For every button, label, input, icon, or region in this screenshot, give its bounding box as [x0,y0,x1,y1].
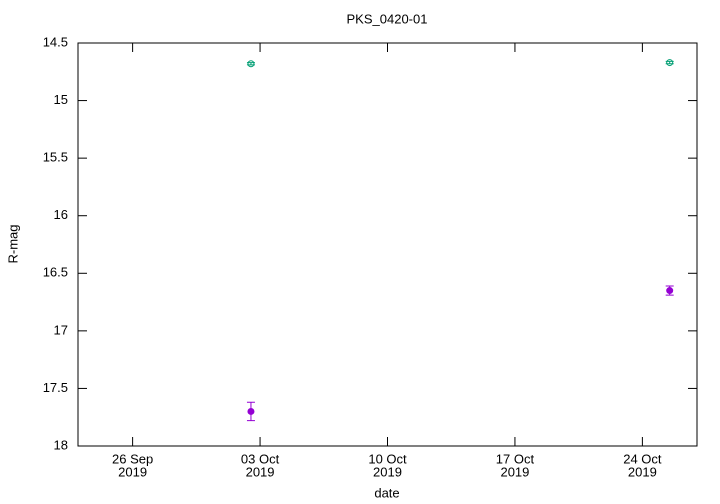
y-tick-label: 17.5 [43,380,68,395]
x-tick-label: 10 Oct [368,451,407,466]
y-tick-label: 18 [54,437,68,452]
y-tick-label: 15.5 [43,150,68,165]
x-tick-label: 17 Oct [496,451,535,466]
x-tick-label: 2019 [628,464,657,479]
y-tick-label: 17 [54,322,68,337]
data-point [247,407,255,415]
x-tick-label: 03 Oct [241,451,280,466]
y-tick-label: 15 [54,92,68,107]
x-tick-label: 2019 [500,464,529,479]
data-point [666,287,674,295]
x-tick-label: 24 Oct [623,451,662,466]
y-tick-label: 16 [54,207,68,222]
y-tick-label: 16.5 [43,265,68,280]
y-tick-label: 14.5 [43,34,68,49]
data-point [247,60,255,68]
x-axis-label: date [374,485,399,500]
x-tick-label: 2019 [373,464,402,479]
chart-title: PKS_0420-01 [347,11,428,26]
x-tick-label: 2019 [118,464,147,479]
x-tick-label: 2019 [246,464,275,479]
plot-frame [77,42,698,447]
x-tick-label: 26 Sep [112,451,153,466]
y-axis-label: R-mag [5,224,20,263]
data-point [666,59,674,67]
